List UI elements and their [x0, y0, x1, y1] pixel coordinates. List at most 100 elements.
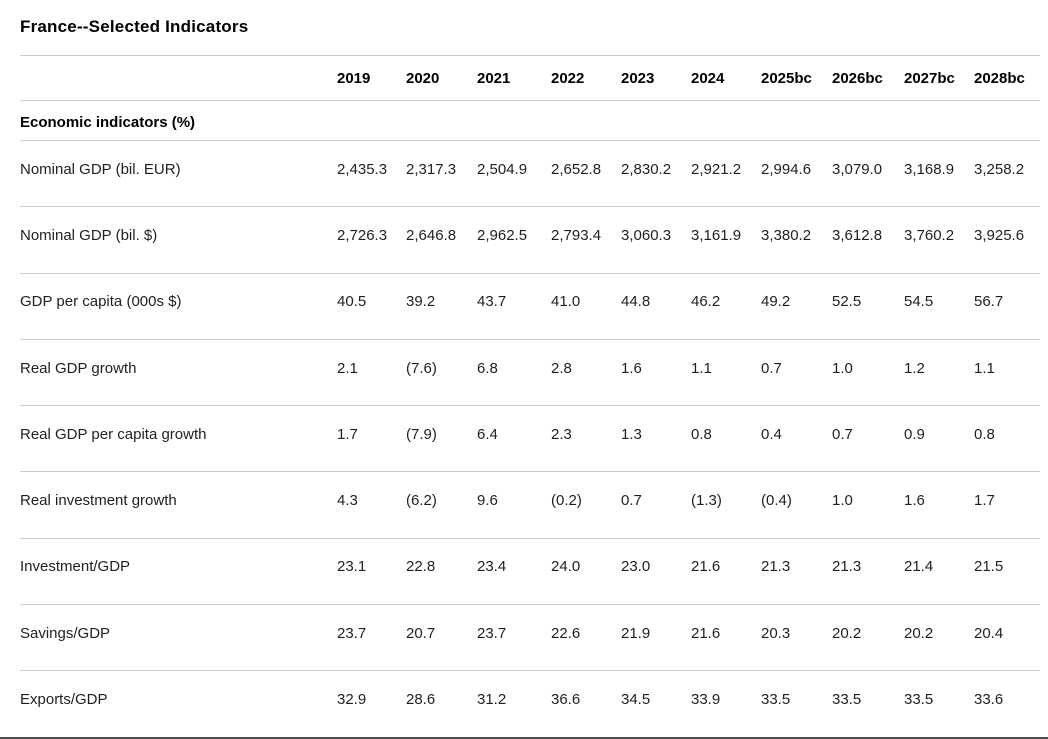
table-cell: 3,612.8 — [832, 226, 883, 244]
table-cell: (7.6) — [406, 359, 437, 377]
table-cell: 33.5 — [761, 691, 791, 709]
table-cell: 1.7 — [337, 425, 358, 443]
row-label: Nominal GDP (bil. $) — [20, 226, 158, 244]
table-cell: 24.0 — [551, 558, 581, 576]
table-cell: 2,830.2 — [621, 160, 672, 178]
year-column-header: 2021 — [477, 69, 511, 87]
table-cell: 20.2 — [832, 624, 862, 642]
table-cell: 2,793.4 — [551, 226, 602, 244]
table-cell: 20.7 — [406, 624, 436, 642]
table-cell: 32.9 — [337, 691, 367, 709]
table-cell: 2,652.8 — [551, 160, 602, 178]
table-row: Real GDP growth 2.1 (7.6) 6.8 2.8 1.6 1.1 0.7 1.… — [20, 339, 1040, 406]
table-cell: 34.5 — [621, 691, 651, 709]
table-cell: 49.2 — [761, 293, 791, 311]
table-cell: 3,760.2 — [904, 226, 955, 244]
table-cell: 33.9 — [691, 691, 721, 709]
table-cell: 22.6 — [551, 624, 581, 642]
table-cell: (1.3) — [691, 492, 722, 510]
table-cell: 36.6 — [551, 691, 581, 709]
table-cell: 2,504.9 — [477, 160, 528, 178]
row-label: Nominal GDP (bil. EUR) — [20, 160, 181, 178]
table-cell: 2,726.3 — [337, 226, 388, 244]
table-cell: 54.5 — [904, 293, 934, 311]
table-cell: 21.3 — [832, 558, 862, 576]
table-row: Nominal GDP (bil. EUR) 2,435.3 2,317.3 2,50… — [20, 141, 1040, 207]
table-cell: 40.5 — [337, 293, 367, 311]
year-header-row: 2019 2020 2021 2022 2023 2024 2025bc 2026bc 2027… — [20, 56, 1040, 101]
table-cell: (0.2) — [551, 492, 582, 510]
table-cell: 56.7 — [974, 293, 1004, 311]
row-label: Real GDP growth — [20, 359, 137, 377]
table-cell: 23.4 — [477, 558, 507, 576]
section-header-row: Economic indicators (%) — [20, 101, 1040, 141]
table-cell: 23.7 — [477, 624, 507, 642]
table-cell: 21.6 — [691, 624, 721, 642]
table-row: Investment/GDP 23.1 22.8 23.4 24.0 23.0 21.6 21… — [20, 538, 1040, 605]
table-cell: 31.2 — [477, 691, 507, 709]
table-cell: 9.6 — [477, 492, 498, 510]
table-cell: 3,161.9 — [691, 226, 742, 244]
table-cell: 1.2 — [904, 359, 925, 377]
table-cell: 1.3 — [621, 425, 642, 443]
table-cell: 20.3 — [761, 624, 791, 642]
table-cell: 22.8 — [406, 558, 436, 576]
table-cell: 2,994.6 — [761, 160, 812, 178]
table-cell: 23.1 — [337, 558, 367, 576]
year-column-header: 2025bc — [761, 69, 812, 87]
table-cell: 2,962.5 — [477, 226, 528, 244]
table-cell: 20.4 — [974, 624, 1004, 642]
table-cell: 6.4 — [477, 425, 498, 443]
table-cell: 3,060.3 — [621, 226, 672, 244]
section-header-label: Economic indicators (%) — [20, 114, 196, 131]
row-label: Investment/GDP — [20, 558, 131, 576]
table-cell: 28.6 — [406, 691, 436, 709]
year-column-header: 2028bc — [974, 69, 1025, 87]
table-cell: 33.6 — [974, 691, 1004, 709]
table-cell: 2,921.2 — [691, 160, 742, 178]
year-column-header: 2027bc — [904, 69, 955, 87]
row-label: Real GDP per capita growth — [20, 425, 207, 443]
table-cell: 0.8 — [691, 425, 712, 443]
table-cell: 4.3 — [337, 492, 358, 510]
table-cell: 43.7 — [477, 293, 507, 311]
row-label: Real investment growth — [20, 492, 177, 510]
table-cell: 23.7 — [337, 624, 367, 642]
table-cell: 6.8 — [477, 359, 498, 377]
table-row: Real investment growth 4.3 (6.2) 9.6 (0.2) 0.… — [20, 472, 1040, 539]
table-row: Real GDP per capita growth 1.7 (7.9) 6.4 2.3… — [20, 406, 1040, 472]
table-cell: 0.7 — [621, 492, 642, 510]
table-cell: 3,258.2 — [974, 160, 1025, 178]
table-cell: 46.2 — [691, 293, 721, 311]
table-cell: 1.0 — [832, 359, 853, 377]
table-cell: 2.1 — [337, 359, 358, 377]
year-column-header: 2022 — [551, 69, 585, 87]
table-cell: 0.4 — [761, 425, 782, 443]
table-cell: 33.5 — [832, 691, 862, 709]
table-cell: 0.8 — [974, 425, 995, 443]
table-cell: 2,435.3 — [337, 160, 388, 178]
year-column-header: 2024 — [691, 69, 725, 87]
table-row: Savings/GDP 23.7 20.7 23.7 22.6 21.9 21.6 20.3 2… — [20, 605, 1040, 671]
table-cell: 39.2 — [406, 293, 436, 311]
table-cell: 1.0 — [832, 492, 853, 510]
table-cell: (7.9) — [406, 425, 437, 443]
table-cell: 33.5 — [904, 691, 934, 709]
table-cell: 21.6 — [691, 558, 721, 576]
table-cell: (0.4) — [761, 492, 792, 510]
page-title: France--Selected Indicators — [20, 17, 249, 36]
table-cell: 3,380.2 — [761, 226, 812, 244]
table-cell: 2,646.8 — [406, 226, 457, 244]
row-label: Exports/GDP — [20, 691, 108, 709]
indicators-table: 2019 2020 2021 2022 2023 2024 2025bc 2026bc 2027… — [20, 55, 1040, 737]
table-cell: 3,168.9 — [904, 160, 955, 178]
table-cell: 2,317.3 — [406, 160, 457, 178]
table-cell: 44.8 — [621, 293, 651, 311]
year-column-header: 2026bc — [832, 69, 883, 87]
table-cell: (6.2) — [406, 492, 437, 510]
table-cell: 41.0 — [551, 293, 581, 311]
table-row: GDP per capita (000s $) 40.5 39.2 43.7 41.0 4… — [20, 273, 1040, 340]
table-cell: 1.7 — [974, 492, 995, 510]
table-cell: 2.3 — [551, 425, 572, 443]
